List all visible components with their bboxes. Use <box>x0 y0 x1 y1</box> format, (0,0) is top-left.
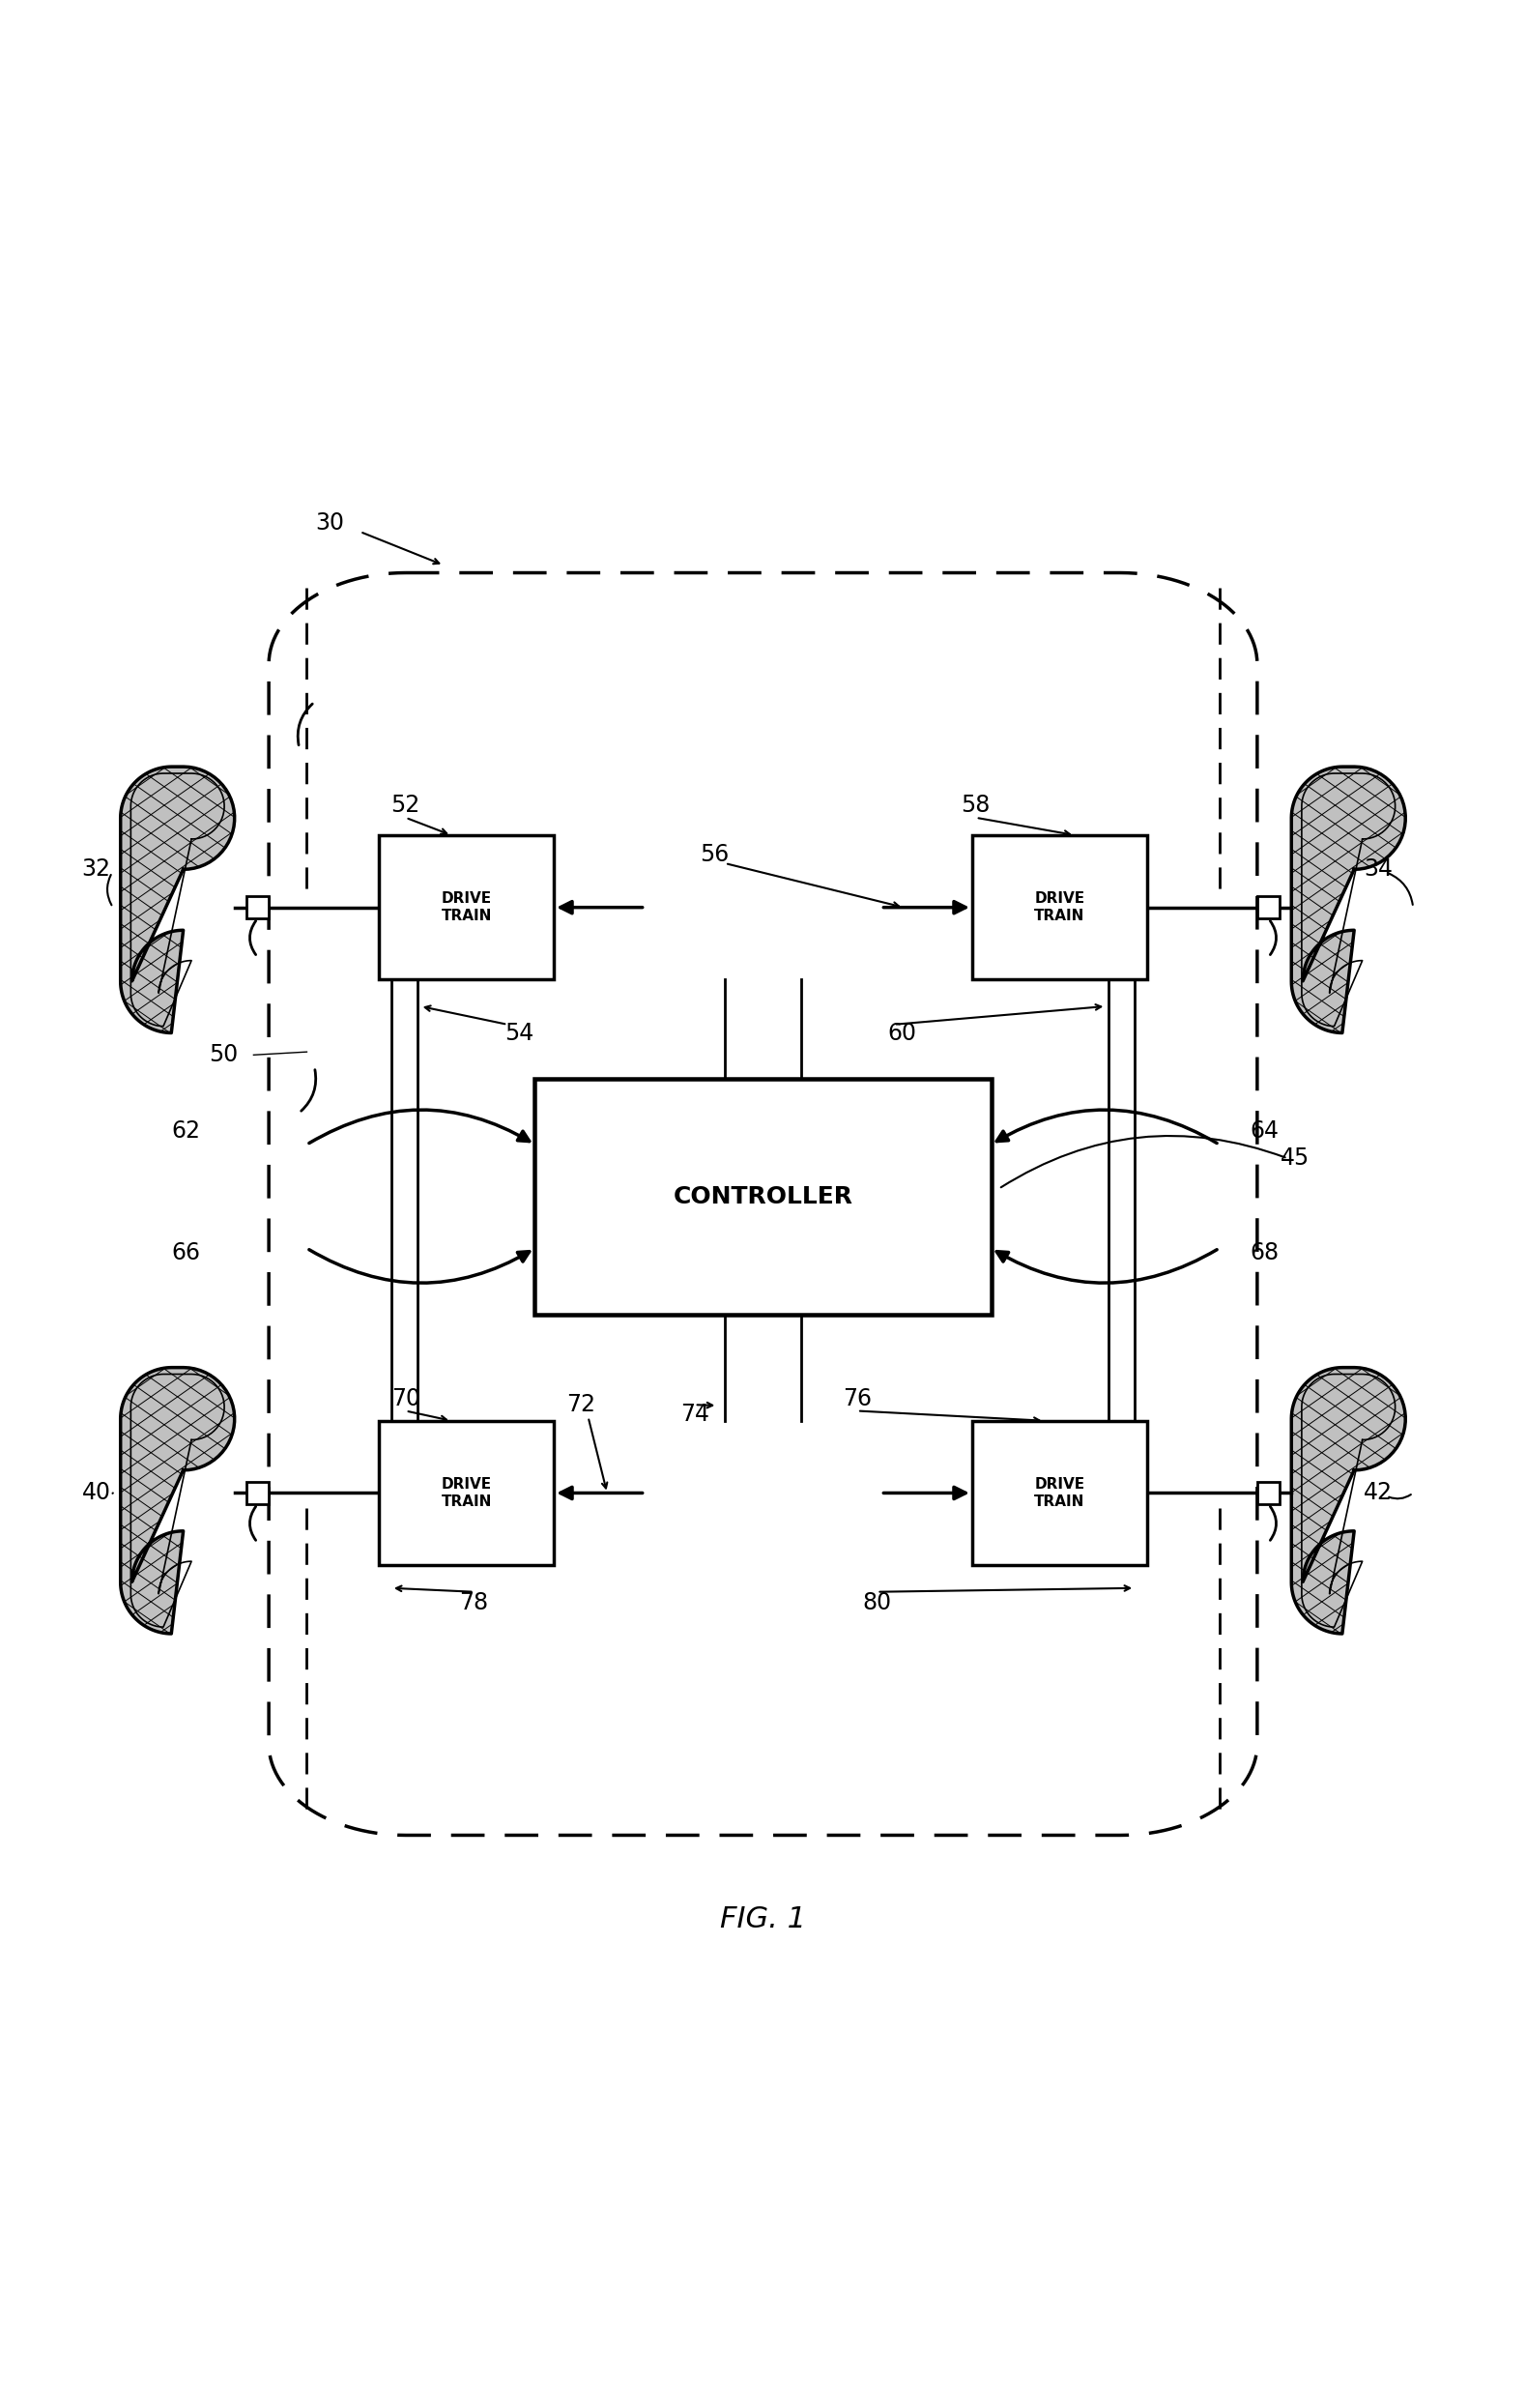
Text: 52: 52 <box>391 795 420 816</box>
Text: DRIVE
TRAIN: DRIVE TRAIN <box>441 1479 491 1510</box>
Bar <box>378 1421 554 1565</box>
Text: 54: 54 <box>505 1021 534 1045</box>
Polygon shape <box>121 766 235 1033</box>
Text: 40: 40 <box>82 1481 111 1505</box>
Bar <box>1257 896 1280 920</box>
Text: 56: 56 <box>700 843 729 867</box>
Text: 58: 58 <box>961 795 990 816</box>
Bar <box>972 836 1148 980</box>
Bar <box>246 1481 269 1505</box>
Text: 78: 78 <box>459 1592 488 1613</box>
Text: DRIVE
TRAIN: DRIVE TRAIN <box>1035 891 1085 922</box>
Text: 42: 42 <box>1364 1481 1393 1505</box>
Text: DRIVE
TRAIN: DRIVE TRAIN <box>441 891 491 922</box>
Text: 50: 50 <box>209 1043 238 1067</box>
Text: 64: 64 <box>1250 1120 1279 1141</box>
Text: 76: 76 <box>842 1387 871 1411</box>
Polygon shape <box>1291 1368 1405 1633</box>
Bar <box>246 896 269 920</box>
Bar <box>536 1079 990 1315</box>
Text: 45: 45 <box>1280 1146 1309 1170</box>
Bar <box>972 1421 1148 1565</box>
Text: 74: 74 <box>681 1401 710 1426</box>
Text: 72: 72 <box>566 1394 595 1416</box>
Text: 32: 32 <box>82 857 111 881</box>
Text: FIG. 1: FIG. 1 <box>720 1905 806 1934</box>
Text: 34: 34 <box>1364 857 1393 881</box>
Text: 30: 30 <box>316 510 345 535</box>
Text: 68: 68 <box>1250 1240 1279 1264</box>
Polygon shape <box>1291 766 1405 1033</box>
Text: CONTROLLER: CONTROLLER <box>673 1185 853 1209</box>
Bar <box>1257 1481 1280 1505</box>
Text: 70: 70 <box>391 1387 420 1411</box>
Text: 62: 62 <box>171 1120 200 1141</box>
Text: DRIVE
TRAIN: DRIVE TRAIN <box>1035 1479 1085 1510</box>
Text: 60: 60 <box>888 1021 917 1045</box>
Bar <box>378 836 554 980</box>
Polygon shape <box>121 1368 235 1633</box>
Text: 80: 80 <box>862 1592 891 1613</box>
Text: 66: 66 <box>171 1240 200 1264</box>
